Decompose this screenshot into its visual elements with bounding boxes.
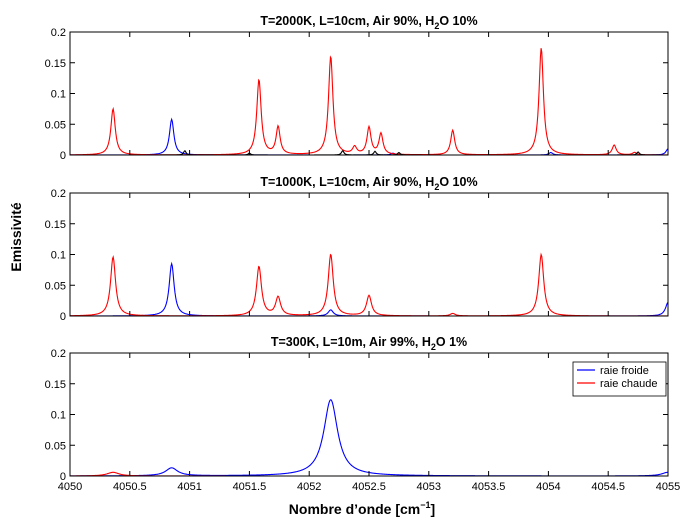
legend-box	[572, 361, 667, 397]
series-raie-froide	[70, 399, 668, 476]
y-tick-label: 0.15	[45, 219, 66, 231]
y-axis-label: Emissivité	[8, 202, 24, 271]
x-tick-label: 4054	[536, 481, 560, 493]
y-tick-label: 0.1	[51, 250, 66, 262]
y-tick-label: 0.2	[51, 348, 66, 360]
y-tick-label: 0.1	[51, 410, 66, 422]
x-tick-label: 4050	[58, 481, 82, 493]
x-tick-label: 4055	[656, 481, 680, 493]
x-tick-label: 4051	[177, 481, 201, 493]
x-tick-label: 4051.5	[233, 481, 267, 493]
y-tick-label: 0.05	[45, 119, 66, 131]
x-tick-label: 4053	[417, 481, 441, 493]
y-tick-label: 0.2	[51, 188, 66, 200]
x-tick-label: 4053.5	[472, 481, 506, 493]
x-tick-label: 4052.5	[352, 481, 386, 493]
panel-title: T=300K, L=10m, Air 99%, H2O 1%	[271, 335, 467, 352]
panel-3: T=300K, L=10m, Air 99%, H2O 1% 0 0.05 0.1 0.…	[45, 335, 680, 493]
plot-frame	[69, 192, 669, 317]
y-tick-label: 0	[60, 150, 66, 162]
series-raie-chaude	[70, 48, 668, 155]
series-raie-froide	[70, 261, 668, 316]
panel-2: T=1000K, L=10cm, Air 90%, H2O 10% 0 0.05 0.…	[45, 175, 669, 323]
y-tick-label: 0.15	[45, 379, 66, 391]
legend-entry: raie chaude	[600, 378, 658, 390]
y-tick-label: 0	[60, 311, 66, 323]
panel-title: T=1000K, L=10cm, Air 90%, H2O 10%	[260, 175, 477, 192]
panel-1: T=2000K, L=10cm, Air 90%, H2O 10% 0 0.05 0.…	[45, 14, 669, 162]
x-axis-label: Nombre d’onde [cm−1]	[289, 500, 435, 517]
legend-entry: raie froide	[600, 365, 649, 377]
y-tick-label: 0	[60, 471, 66, 483]
x-tick-label: 4054.5	[591, 481, 625, 493]
y-tick-label: 0.1	[51, 89, 66, 101]
panel-title: T=2000K, L=10cm, Air 90%, H2O 10%	[260, 14, 477, 31]
y-tick-label: 0.2	[51, 27, 66, 39]
y-tick-label: 0.05	[45, 280, 66, 292]
x-tick-label: 4052	[297, 481, 321, 493]
x-tick-label: 4050.5	[113, 481, 147, 493]
series-raie-froide	[70, 117, 668, 155]
series-raie-chaude	[70, 252, 668, 316]
y-tick-label: 0.05	[45, 440, 66, 452]
y-tick-label: 0.15	[45, 58, 66, 70]
plot-frame	[69, 31, 669, 156]
